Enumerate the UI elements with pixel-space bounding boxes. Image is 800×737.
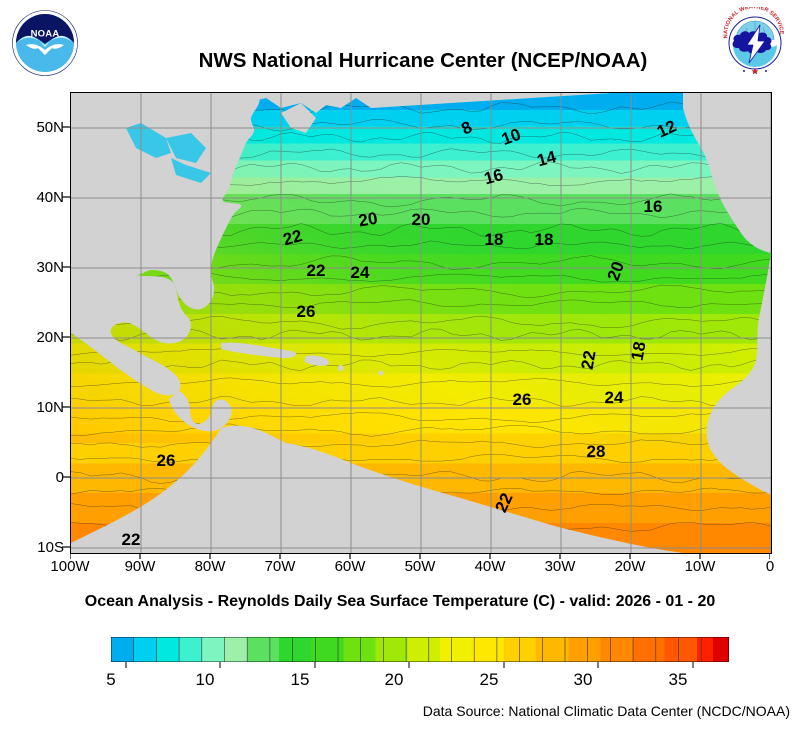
svg-text:22: 22 [578, 349, 600, 371]
svg-text:18: 18 [628, 340, 650, 362]
svg-text:28: 28 [587, 442, 606, 461]
svg-text:16: 16 [644, 197, 663, 216]
svg-text:18: 18 [535, 230, 554, 249]
svg-text:26: 26 [513, 390, 532, 409]
svg-text:20: 20 [412, 210, 431, 229]
svg-text:22: 22 [122, 530, 141, 549]
svg-text:20: 20 [357, 209, 379, 231]
svg-text:24: 24 [351, 263, 370, 282]
svg-text:18: 18 [485, 230, 504, 249]
svg-text:26: 26 [157, 451, 176, 470]
svg-text:22: 22 [307, 261, 326, 280]
svg-text:24: 24 [605, 388, 624, 407]
svg-text:26: 26 [297, 302, 316, 321]
